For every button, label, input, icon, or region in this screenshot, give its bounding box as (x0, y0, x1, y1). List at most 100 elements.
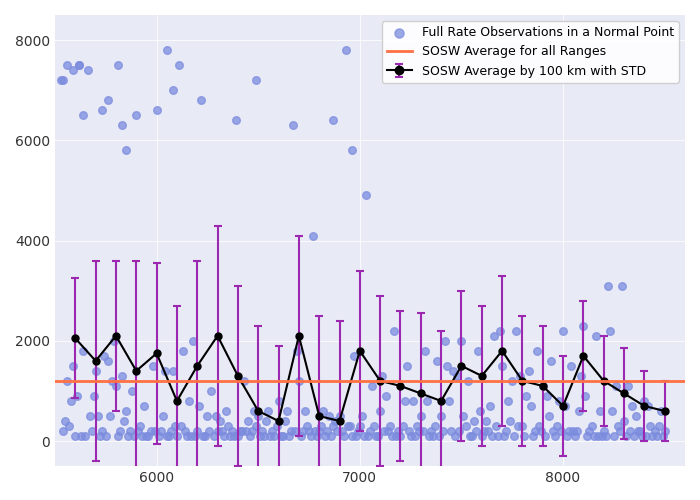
Full Rate Observations in a Normal Point (218, 432, 230, 440)
Full Rate Observations in a Normal Point (237, 427, 248, 435)
Full Rate Observations in a Normal Point (547, 427, 559, 435)
Full Rate Observations in a Normal Point (267, 427, 278, 435)
Full Rate Observations in a Normal Point (102, 357, 113, 365)
Full Rate Observations in a Normal Point (391, 432, 402, 440)
Full Rate Observations in a Normal Point (199, 432, 211, 440)
Full Rate Observations in a Normal Point (328, 422, 339, 430)
Full Rate Observations in a Normal Point (71, 392, 83, 400)
Full Rate Observations in a Normal Point (239, 377, 250, 385)
Full Rate Observations in a Normal Point (116, 372, 127, 380)
Full Rate Observations in a Normal Point (273, 397, 284, 405)
Full Rate Observations in a Normal Point (202, 412, 213, 420)
Full Rate Observations in a Normal Point (377, 372, 388, 380)
Full Rate Observations in a Normal Point (500, 427, 512, 435)
Full Rate Observations in a Normal Point (586, 422, 597, 430)
Full Rate Observations in a Normal Point (196, 96, 207, 104)
Full Rate Observations in a Normal Point (639, 397, 650, 405)
Full Rate Observations in a Normal Point (478, 427, 489, 435)
Full Rate Observations in a Normal Point (204, 427, 215, 435)
Full Rate Observations in a Normal Point (165, 427, 176, 435)
Full Rate Observations in a Normal Point (155, 427, 167, 435)
Full Rate Observations in a Normal Point (283, 432, 294, 440)
Full Rate Observations in a Normal Point (74, 61, 85, 69)
Full Rate Observations in a Normal Point (312, 432, 323, 440)
Full Rate Observations in a Normal Point (397, 422, 408, 430)
Full Rate Observations in a Normal Point (76, 432, 87, 440)
Full Rate Observations in a Normal Point (338, 432, 349, 440)
Full Rate Observations in a Normal Point (159, 367, 170, 375)
Full Rate Observations in a Normal Point (633, 427, 644, 435)
Full Rate Observations in a Normal Point (537, 382, 548, 390)
Full Rate Observations in a Normal Point (438, 427, 449, 435)
Full Rate Observations in a Normal Point (620, 432, 631, 440)
Full Rate Observations in a Normal Point (368, 422, 379, 430)
Full Rate Observations in a Normal Point (460, 422, 471, 430)
Full Rate Observations in a Normal Point (174, 61, 185, 69)
Full Rate Observations in a Normal Point (291, 347, 302, 355)
Full Rate Observations in a Normal Point (417, 427, 428, 435)
Full Rate Observations in a Normal Point (415, 412, 426, 420)
Full Rate Observations in a Normal Point (513, 422, 524, 430)
Full Rate Observations in a Normal Point (466, 432, 477, 440)
Full Rate Observations in a Normal Point (186, 432, 197, 440)
Full Rate Observations in a Normal Point (358, 432, 370, 440)
Full Rate Observations in a Normal Point (582, 432, 593, 440)
Full Rate Observations in a Normal Point (208, 432, 219, 440)
Full Rate Observations in a Normal Point (527, 432, 538, 440)
Full Rate Observations in a Normal Point (328, 116, 339, 124)
Full Rate Observations in a Normal Point (452, 372, 463, 380)
Full Rate Observations in a Normal Point (113, 432, 124, 440)
Full Rate Observations in a Normal Point (566, 362, 577, 370)
Full Rate Observations in a Normal Point (598, 427, 609, 435)
Full Rate Observations in a Normal Point (393, 427, 404, 435)
Full Rate Observations in a Normal Point (640, 432, 652, 440)
Full Rate Observations in a Normal Point (635, 427, 646, 435)
Full Rate Observations in a Normal Point (147, 362, 158, 370)
Full Rate Observations in a Normal Point (340, 46, 351, 54)
Full Rate Observations in a Normal Point (295, 432, 307, 440)
Full Rate Observations in a Normal Point (411, 422, 422, 430)
Full Rate Observations in a Normal Point (523, 367, 534, 375)
Full Rate Observations in a Normal Point (363, 432, 374, 440)
Full Rate Observations in a Normal Point (529, 427, 540, 435)
Full Rate Observations in a Normal Point (426, 427, 437, 435)
Full Rate Observations in a Normal Point (531, 347, 542, 355)
Full Rate Observations in a Normal Point (251, 422, 262, 430)
Full Rate Observations in a Normal Point (590, 332, 601, 340)
Full Rate Observations in a Normal Point (514, 372, 526, 380)
Full Rate Observations in a Normal Point (326, 432, 337, 440)
Full Rate Observations in a Normal Point (298, 427, 309, 435)
Full Rate Observations in a Normal Point (606, 407, 617, 415)
Full Rate Observations in a Normal Point (489, 332, 500, 340)
Full Rate Observations in a Normal Point (372, 432, 384, 440)
Full Rate Observations in a Normal Point (494, 327, 505, 335)
Full Rate Observations in a Normal Point (507, 377, 518, 385)
Full Rate Observations in a Normal Point (244, 432, 256, 440)
Full Rate Observations in a Normal Point (151, 106, 162, 114)
Full Rate Observations in a Normal Point (269, 432, 280, 440)
Full Rate Observations in a Normal Point (176, 422, 187, 430)
Full Rate Observations in a Normal Point (111, 382, 122, 390)
Full Rate Observations in a Normal Point (316, 422, 327, 430)
Full Rate Observations in a Normal Point (106, 377, 118, 385)
Full Rate Observations in a Normal Point (637, 432, 648, 440)
Full Rate Observations in a Normal Point (435, 412, 447, 420)
Full Rate Observations in a Normal Point (92, 412, 104, 420)
Full Rate Observations in a Normal Point (57, 427, 69, 435)
Full Rate Observations in a Normal Point (521, 392, 532, 400)
Full Rate Observations in a Normal Point (440, 337, 451, 345)
Full Rate Observations in a Normal Point (407, 397, 419, 405)
Full Rate Observations in a Normal Point (139, 402, 150, 410)
Full Rate Observations in a Normal Point (552, 422, 563, 430)
Full Rate Observations in a Normal Point (157, 412, 168, 420)
Full Rate Observations in a Normal Point (574, 407, 585, 415)
Full Rate Observations in a Normal Point (554, 397, 565, 405)
Full Rate Observations in a Normal Point (120, 146, 132, 154)
Full Rate Observations in a Normal Point (476, 432, 487, 440)
Legend: Full Rate Observations in a Normal Point, SOSW Average for all Ranges, SOSW Aver: Full Rate Observations in a Normal Point… (382, 21, 679, 82)
Full Rate Observations in a Normal Point (561, 432, 573, 440)
Full Rate Observations in a Normal Point (651, 432, 662, 440)
Full Rate Observations in a Normal Point (332, 427, 343, 435)
Full Rate Observations in a Normal Point (356, 412, 368, 420)
Full Rate Observations in a Normal Point (346, 146, 357, 154)
